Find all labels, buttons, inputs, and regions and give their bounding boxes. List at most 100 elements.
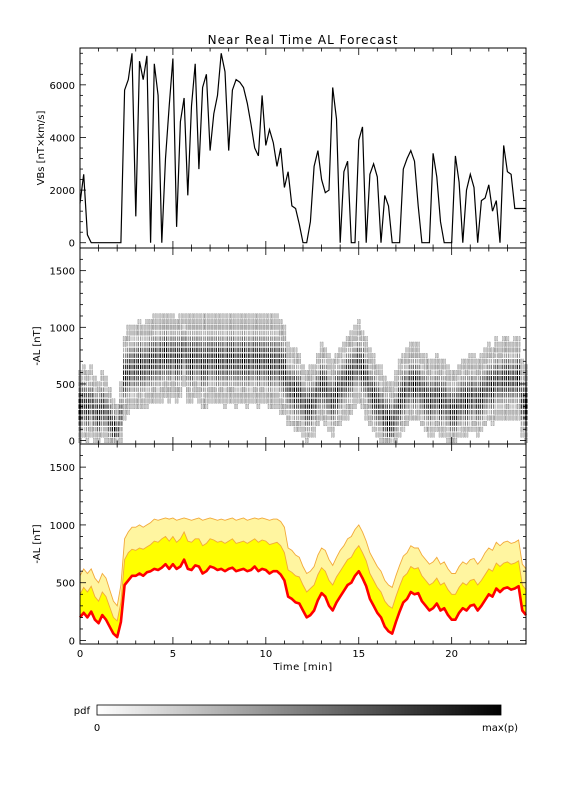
heatmap-cell [130, 381, 132, 387]
heatmap-cell [84, 427, 86, 432]
heatmap-cell [372, 376, 374, 381]
y-tick-label: 6000 [50, 81, 75, 92]
heatmap-cell [140, 370, 141, 375]
heatmap-cell [479, 421, 481, 426]
heatmap-cell [136, 393, 138, 398]
heatmap-cell [322, 376, 324, 381]
heatmap-cell [481, 426, 484, 432]
heatmap-cell [453, 415, 455, 421]
heatmap-cell [106, 438, 108, 443]
heatmap-cell [160, 370, 162, 375]
heatmap-cell [429, 370, 432, 376]
heatmap-cell [359, 319, 361, 325]
heatmap-cell [342, 404, 344, 409]
heatmap-cell [230, 347, 232, 353]
heatmap-cell [210, 336, 212, 341]
heatmap-cell [119, 387, 121, 393]
heatmap-cell [93, 427, 95, 432]
heatmap-cell [81, 432, 84, 438]
heatmap-cell [305, 427, 307, 432]
heatmap-cell [487, 415, 489, 421]
heatmap-cell [325, 370, 327, 375]
heatmap-cell [511, 370, 513, 375]
heatmap-cell [106, 387, 108, 392]
heatmap-cell [504, 409, 506, 415]
heatmap-cell [119, 415, 121, 421]
heatmap-cell [273, 342, 275, 347]
heatmap-cell [260, 398, 262, 404]
heatmap-cell [453, 393, 455, 398]
heatmap-cell [249, 370, 251, 375]
heatmap-cell [148, 392, 151, 398]
heatmap-cell [345, 415, 348, 421]
heatmap-cell [366, 381, 368, 387]
heatmap-cell [327, 370, 329, 375]
heatmap-cell [509, 364, 511, 370]
heatmap-cell [507, 415, 510, 421]
heatmap-cell [296, 393, 298, 398]
heatmap-cell [387, 415, 388, 421]
heatmap-cell [126, 336, 129, 342]
heatmap-cell [199, 398, 201, 404]
heatmap-cell [433, 415, 435, 421]
heatmap-cell [505, 336, 508, 342]
heatmap-cell [435, 410, 437, 415]
heatmap-cell [169, 347, 171, 353]
heatmap-cell [130, 330, 132, 336]
heatmap-cell [100, 393, 102, 398]
heatmap-cell [264, 342, 266, 347]
heatmap-cell [325, 347, 327, 353]
heatmap-cell [303, 387, 305, 392]
heatmap-cell [396, 375, 398, 381]
heatmap-cell [191, 398, 194, 404]
heatmap-cell [216, 336, 217, 341]
heatmap-cell [359, 398, 361, 404]
heatmap-cell [297, 415, 299, 421]
heatmap-cell [147, 370, 149, 375]
heatmap-cell [199, 336, 201, 341]
heatmap-cell [423, 358, 426, 364]
heatmap-cell [279, 409, 281, 415]
heatmap-cell [344, 376, 346, 381]
heatmap-cell [305, 381, 307, 387]
heatmap-cell [158, 319, 160, 325]
heatmap-cell [158, 359, 160, 364]
heatmap-cell [281, 393, 283, 398]
heatmap-cell [452, 398, 454, 404]
heatmap-cell [251, 330, 253, 336]
heatmap-cell [507, 404, 510, 409]
heatmap-cell [299, 393, 301, 398]
heatmap-cell [401, 398, 403, 404]
heatmap-cell [178, 330, 180, 336]
heatmap-cell [517, 370, 518, 375]
heatmap-cell [431, 404, 433, 409]
heatmap-cell [295, 358, 298, 364]
heatmap-cell [186, 330, 188, 336]
heatmap-cell [362, 330, 365, 336]
heatmap-cell [169, 336, 171, 341]
heatmap-cell [431, 393, 433, 398]
heatmap-cell [99, 393, 101, 398]
heatmap-cell [143, 336, 145, 341]
heatmap-cell [244, 353, 245, 358]
heatmap-cell [177, 336, 179, 341]
heatmap-cell [204, 347, 206, 353]
heatmap-cell [234, 342, 236, 347]
heatmap-cell [149, 381, 151, 387]
heatmap-cell [104, 387, 106, 392]
heatmap-cell [375, 393, 377, 398]
heatmap-cell [420, 381, 422, 387]
heatmap-cell [111, 438, 114, 443]
heatmap-cell [355, 347, 357, 353]
heatmap-cell [442, 398, 444, 404]
heatmap-cell [420, 393, 422, 398]
heatmap-cell [437, 387, 439, 392]
heatmap-cell [370, 393, 372, 398]
heatmap-cell [342, 398, 344, 404]
heatmap-cell [516, 409, 519, 415]
heatmap-cell [176, 319, 179, 325]
heatmap-cell [267, 392, 270, 398]
heatmap-cell [247, 342, 249, 347]
heatmap-cell [130, 336, 132, 341]
heatmap-cell [459, 427, 461, 432]
